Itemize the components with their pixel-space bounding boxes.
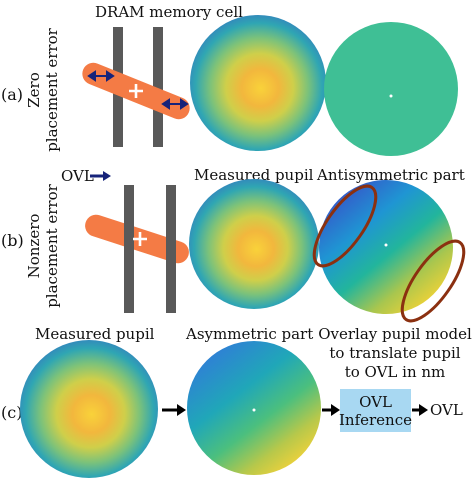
- row-c-title-model-3: to OVL in nm: [345, 363, 446, 381]
- row-a-top-title: DRAM memory cell: [95, 3, 243, 21]
- ovl-label-b: OVL: [61, 167, 94, 185]
- row-a-label: (a): [1, 85, 23, 104]
- pupil-center-dot-b: [384, 243, 388, 247]
- bit-line-right: [153, 27, 163, 147]
- row-c-title-asymmetric: Asymmetric part: [185, 325, 313, 343]
- bit-line-left-shifted: [124, 185, 134, 313]
- row-b-title-antisymmetric: Antisymmetric part: [316, 166, 465, 184]
- row-a-side-title-2: placement error: [43, 27, 61, 151]
- row-c-label: (c): [1, 403, 22, 422]
- bit-line-right-shifted: [166, 185, 176, 313]
- asymmetric-pupil-c: [187, 341, 321, 475]
- center-cross-icon-b: [133, 232, 147, 246]
- row-b: (b) Nonzero placement error OVL Measured…: [1, 166, 466, 323]
- center-cross-icon: [129, 84, 143, 98]
- row-b-label: (b): [1, 231, 24, 250]
- pupil-center-dot: [389, 94, 393, 98]
- arrow-to-output-icon: [412, 404, 428, 416]
- arrow-to-asymmetric-icon: [162, 404, 186, 416]
- row-c-title-model-2: to translate pupil: [329, 344, 460, 362]
- highlight-ellipse-top-left: [312, 184, 378, 268]
- double-arrow-right-icon: [161, 98, 189, 110]
- measured-pupil-a: [190, 15, 326, 151]
- row-c-title-model-1: Overlay pupil model: [318, 325, 472, 343]
- antisymmetric-pupil-a: [324, 22, 458, 156]
- inference-box-line2: Inference: [339, 411, 412, 429]
- row-c: (c) Measured pupil Asymmetric part Overl…: [1, 325, 472, 478]
- row-b-side-title-2: placement error: [43, 183, 61, 307]
- ovl-arrow-icon: [90, 171, 111, 181]
- output-ovl-label: OVL: [430, 401, 463, 419]
- row-a-side-title-1: Zero: [25, 72, 43, 108]
- dram-cell-zero-error: [82, 27, 190, 147]
- row-a: (a) Zero placement error DRAM memory cel…: [1, 3, 458, 156]
- row-c-title-measured: Measured pupil: [35, 325, 155, 343]
- inference-box-line1: OVL: [359, 393, 392, 411]
- dram-cell-nonzero-error: [85, 185, 189, 313]
- highlight-ellipse-bottom-right: [400, 239, 466, 323]
- measured-pupil-b: [189, 179, 319, 309]
- ovl-inference-box: [340, 389, 411, 432]
- arrow-to-inference-icon: [322, 404, 340, 416]
- measured-pupil-c: [20, 340, 158, 478]
- row-b-title-measured: Measured pupil: [194, 166, 314, 184]
- pupil-center-dot-c: [252, 408, 256, 412]
- row-b-side-title-1: Nonzero: [25, 214, 43, 279]
- antisymmetric-pupil-b: [319, 180, 453, 314]
- double-arrow-left-icon: [87, 70, 115, 82]
